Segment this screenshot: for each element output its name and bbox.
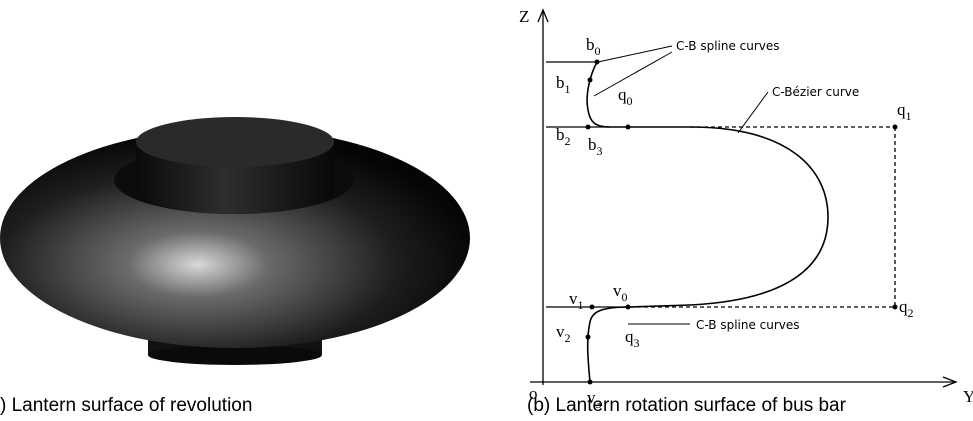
point-label: v0 bbox=[613, 281, 628, 304]
profile-curve bbox=[587, 62, 828, 382]
lantern-render bbox=[0, 117, 470, 365]
point-label: v2 bbox=[556, 322, 571, 345]
caption: (b) Lantern rotation surface of bus bar bbox=[527, 395, 847, 416]
point-index: 2 bbox=[565, 134, 571, 148]
point-name: b bbox=[556, 125, 565, 144]
point-index: 0 bbox=[627, 94, 633, 108]
point-label: q1 bbox=[897, 100, 912, 123]
point-index: 1 bbox=[565, 82, 571, 96]
point-index: 0 bbox=[595, 44, 601, 58]
point-label: q3 bbox=[625, 327, 640, 350]
point-label: b3 bbox=[588, 135, 603, 158]
point-label: b1 bbox=[556, 73, 571, 96]
point-index: 3 bbox=[597, 144, 603, 158]
point-index: 0 bbox=[622, 290, 628, 304]
point-name: b bbox=[586, 35, 595, 54]
neck-top bbox=[136, 117, 334, 167]
annotation: C-Bézier curve bbox=[772, 85, 859, 99]
point-index: 2 bbox=[565, 331, 571, 345]
control-polygon bbox=[630, 127, 895, 307]
point-index: 3 bbox=[634, 336, 640, 350]
annotation: C-B spline curves bbox=[676, 39, 780, 53]
point-name: b bbox=[556, 73, 565, 92]
point-label: v1 bbox=[569, 289, 584, 312]
point-label: q2 bbox=[899, 297, 914, 320]
point-index: 3 bbox=[596, 397, 602, 411]
annotation: C-B spline curves bbox=[696, 318, 800, 332]
point-label: q0 bbox=[618, 85, 633, 108]
point-label: b0 bbox=[586, 35, 601, 58]
point-label: b2 bbox=[556, 125, 571, 148]
point-name: b bbox=[588, 135, 597, 154]
figure: ) Lantern surface of revolution Z Y o C-… bbox=[0, 0, 973, 421]
axis-label: Z bbox=[519, 7, 529, 26]
point-index: 1 bbox=[578, 298, 584, 312]
caption: ) Lantern surface of revolution bbox=[0, 395, 252, 416]
axis-label: Y bbox=[963, 387, 973, 406]
point-index: 1 bbox=[906, 109, 912, 123]
point-index: 2 bbox=[908, 306, 914, 320]
